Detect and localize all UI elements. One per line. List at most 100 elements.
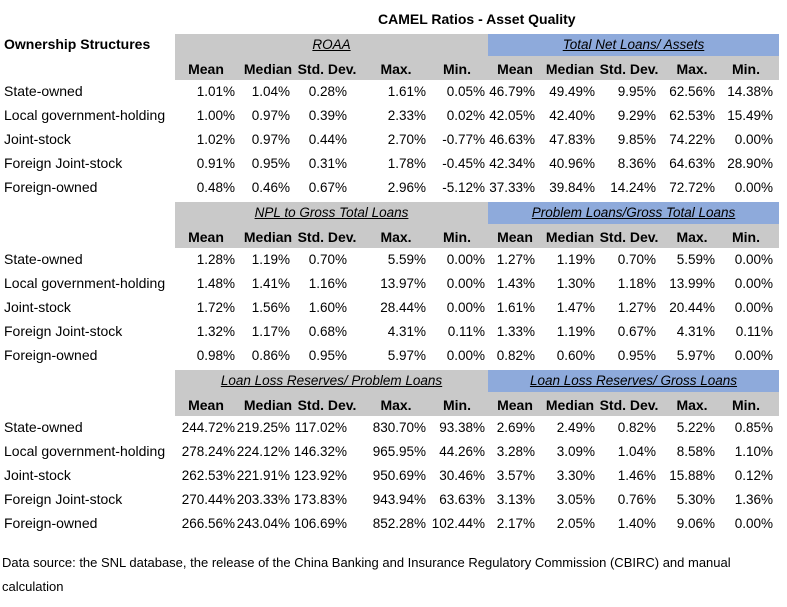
table-cell: 14.38% — [727, 84, 773, 99]
table-cell: 63.63% — [439, 492, 485, 507]
table-cell: 0.12% — [734, 468, 773, 483]
table-cell: 0.76% — [617, 492, 656, 507]
table-cell: 5.59% — [676, 252, 715, 267]
table-cell: -5.12% — [442, 180, 485, 195]
table-cell: 0.11% — [735, 324, 773, 339]
footnote: Data source: the SNL database, the relea… — [2, 555, 731, 594]
table-cell: 15.88% — [669, 468, 715, 483]
table-cell: 0.86% — [251, 348, 290, 363]
table-cell: 42.05% — [489, 108, 535, 123]
table-cell: 2.49% — [556, 420, 595, 435]
table-cell: 1.56% — [251, 300, 290, 315]
table-cell: 965.95% — [372, 444, 426, 459]
table-cell: 1.36% — [734, 492, 773, 507]
table-cell: 0.85% — [734, 420, 773, 435]
table-cell: -0.45% — [442, 156, 485, 171]
table-cell: 8.58% — [676, 444, 715, 459]
table-cell: 4.31% — [676, 324, 715, 339]
section-2-right-hdr-band — [488, 392, 779, 416]
table-cell: 5.97% — [387, 348, 426, 363]
table-cell: 0.91% — [196, 156, 235, 171]
section-0-col-header: Std. Dev. — [599, 61, 659, 77]
table-cell: 30.46% — [439, 468, 485, 483]
row-label: Joint-stock — [4, 131, 71, 147]
section-2-col-header: Max. — [676, 397, 708, 413]
table-cell: 3.30% — [556, 468, 595, 483]
section-0-col-header: Max. — [676, 61, 708, 77]
row-label: State-owned — [4, 251, 83, 267]
table-cell: 1.32% — [196, 324, 235, 339]
table-cell: 0.00% — [734, 132, 773, 147]
section-0-col-header: Mean — [188, 61, 224, 77]
section-1-col-header: Max. — [380, 229, 412, 245]
table-cell: 9.95% — [617, 84, 656, 99]
table-cell: 37.33% — [489, 180, 535, 195]
table-cell: 0.70% — [308, 252, 347, 267]
section-2-right-band — [488, 370, 779, 392]
section-1-col-header: Median — [545, 229, 595, 245]
section-1-col-header: Min. — [443, 229, 471, 245]
table-cell: 9.85% — [617, 132, 656, 147]
table-cell: 8.36% — [617, 156, 656, 171]
section-2-col-header: Mean — [497, 397, 533, 413]
table-cell: 1.19% — [251, 252, 290, 267]
section-0-right-band — [488, 34, 779, 56]
section-2-col-header: Std. Dev. — [599, 397, 659, 413]
table-cell: 1.10% — [734, 444, 773, 459]
table-cell: 1.19% — [556, 324, 595, 339]
table-cell: 0.95% — [251, 156, 290, 171]
table-cell: 830.70% — [372, 420, 426, 435]
section-1-right-title: Problem Loans/Gross Total Loans — [531, 205, 736, 220]
section-0-col-header: Mean — [497, 61, 533, 77]
table-cell: 102.44% — [431, 516, 485, 531]
table-cell: 3.28% — [496, 444, 535, 459]
table-cell: 278.24% — [181, 444, 235, 459]
table-cell: 0.82% — [617, 420, 656, 435]
table-cell: 46.79% — [489, 84, 535, 99]
table-cell: 0.02% — [446, 108, 485, 123]
table-cell: 0.97% — [251, 132, 290, 147]
section-1-col-header: Median — [243, 229, 293, 245]
section-2-left-band — [175, 370, 488, 416]
section-2-col-header: Max. — [380, 397, 412, 413]
table-cell: 221.91% — [236, 468, 290, 483]
section-0-left-title: ROAA — [312, 37, 351, 52]
table-cell: 39.84% — [549, 180, 595, 195]
table-cell: 62.56% — [669, 84, 715, 99]
section-1-left-band — [175, 202, 488, 248]
table-cell: 20.44% — [669, 300, 715, 315]
table-cell: 1.33% — [496, 324, 535, 339]
table-cell: 93.38% — [439, 420, 485, 435]
table-cell: 1.16% — [308, 276, 347, 291]
row-label: Local government-holding — [4, 107, 166, 123]
table-cell: 0.97% — [251, 108, 290, 123]
table-cell: 262.53% — [181, 468, 235, 483]
table-cell: 2.17% — [496, 516, 535, 531]
section-1-col-header: Std. Dev. — [599, 229, 659, 245]
table-cell: 1.01% — [196, 84, 235, 99]
section-2-col-header: Mean — [188, 397, 224, 413]
table-cell: 3.09% — [556, 444, 595, 459]
section-0-right-title: Total Net Loans/ Assets — [562, 37, 705, 52]
table-cell: 1.43% — [496, 276, 535, 291]
row-label: Foreign Joint-stock — [4, 323, 123, 339]
section-0-col-header: Max. — [380, 61, 412, 77]
section-2-col-header: Median — [243, 397, 293, 413]
table-cell: 5.59% — [387, 252, 426, 267]
table-cell: 1.61% — [387, 84, 426, 99]
section-1-col-header: Mean — [497, 229, 533, 245]
section-1-col-header: Std. Dev. — [297, 229, 357, 245]
table-cell: 14.24% — [610, 180, 656, 195]
section-0-right-hdr-band — [488, 56, 779, 80]
table-cell: 0.46% — [251, 180, 290, 195]
section-2-col-header: Min. — [443, 397, 471, 413]
table-cell: 46.63% — [489, 132, 535, 147]
table-cell: 64.63% — [669, 156, 715, 171]
table-cell: 13.99% — [669, 276, 715, 291]
table-cell: 943.94% — [372, 492, 426, 507]
table-cell: 40.96% — [549, 156, 595, 171]
table-cell: 1.46% — [617, 468, 656, 483]
table-cell: 0.67% — [617, 324, 656, 339]
section-1-col-header: Mean — [188, 229, 224, 245]
table-cell: 0.28% — [308, 84, 347, 99]
